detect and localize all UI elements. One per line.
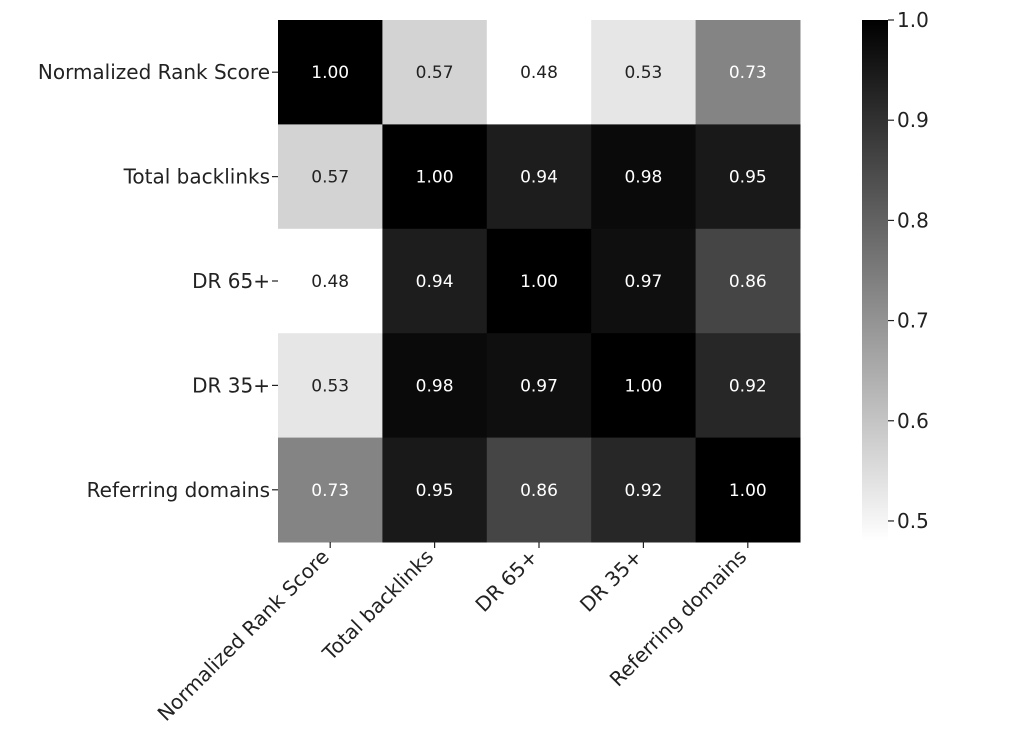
colorbar-tick-label: 0.8: [897, 208, 929, 232]
heatmap-cell-1-0: [278, 124, 383, 230]
cell-value-label: 0.95: [416, 481, 454, 501]
cell-value-label: 1.00: [311, 63, 349, 83]
colorbar-tick-label: 0.5: [897, 509, 929, 533]
heatmap-cell-0-1: [382, 20, 488, 125]
x-tick-label-dr-65: DR 65+: [470, 545, 542, 617]
heatmap-cell-4-0: [278, 437, 383, 543]
heatmap-cell-labels: 1.00 0.57 0.48 0.53 0.73 0.57 1.00 0.94 0.98 0.95…: [311, 63, 766, 501]
cell-value-label: 0.57: [311, 168, 349, 188]
y-tick-label-total-backlinks: Total backlinks: [123, 165, 270, 189]
heatmap-cell-2-0: [278, 228, 383, 334]
colorbar-tick-label: 0.7: [897, 309, 929, 333]
heatmap-cell-4-1: [382, 437, 488, 543]
heatmap-cells: [278, 20, 801, 543]
heatmap-cell-2-1: [382, 228, 488, 334]
cell-value-label: 0.86: [729, 272, 767, 292]
cell-value-label: 0.48: [520, 63, 558, 83]
heatmap-cell-3-3: [591, 333, 697, 439]
heatmap-cell-1-3: [591, 124, 697, 230]
cell-value-label: 1.00: [520, 272, 558, 292]
heatmap-cell-0-0: [278, 20, 383, 125]
heatmap-cell-3-2: [486, 333, 592, 439]
cell-value-label: 0.86: [520, 481, 558, 501]
cell-value-label: 0.97: [520, 376, 558, 396]
cell-value-label: 0.92: [729, 376, 767, 396]
colorbar-tick-label: 1.0: [897, 8, 929, 32]
cell-value-label: 0.97: [624, 272, 662, 292]
heatmap-cell-0-4: [695, 20, 801, 125]
colorbar: 0.5 0.6 0.7 0.8 0.9 1.0: [862, 8, 929, 541]
cell-value-label: 0.94: [520, 168, 558, 188]
heatmap-cell-4-3: [591, 437, 697, 543]
cell-value-label: 0.95: [729, 168, 767, 188]
heatmap-cell-0-2: [486, 20, 592, 125]
cell-value-label: 0.94: [416, 272, 454, 292]
heatmap-cell-1-4: [695, 124, 801, 230]
heatmap-cell-4-2: [486, 437, 592, 543]
x-tick-label-normalized-rank-score: Normalized Rank Score: [153, 545, 334, 726]
colorbar-gradient: [862, 20, 888, 541]
cell-value-label: 1.00: [729, 481, 767, 501]
heatmap-cell-4-4: [695, 437, 801, 543]
y-tick-label-normalized-rank-score: Normalized Rank Score: [38, 60, 270, 84]
y-tick-label-dr-35: DR 35+: [192, 373, 270, 397]
y-axis: Normalized Rank Score Total backlinks DR 6…: [38, 60, 278, 502]
cell-value-label: 0.73: [729, 63, 767, 83]
cell-value-label: 0.98: [624, 168, 662, 188]
heatmap-cell-3-4: [695, 333, 801, 439]
x-tick-label-total-backlinks: Total backlinks: [317, 545, 438, 666]
colorbar-tick-label: 0.6: [897, 409, 929, 433]
colorbar-tick-label: 0.9: [897, 108, 929, 132]
cell-value-label: 0.53: [624, 63, 662, 83]
cell-value-label: 0.98: [416, 376, 454, 396]
cell-value-label: 0.92: [624, 481, 662, 501]
heatmap-cell-2-3: [591, 228, 697, 334]
cell-value-label: 0.57: [416, 63, 454, 83]
y-tick-label-dr-65: DR 65+: [192, 269, 270, 293]
cell-value-label: 0.73: [311, 481, 349, 501]
y-tick-label-referring-domains: Referring domains: [87, 478, 270, 502]
cell-value-label: 0.53: [311, 376, 349, 396]
heatmap-cell-2-4: [695, 228, 801, 334]
cell-value-label: 1.00: [416, 168, 454, 188]
heatmap-cell-3-0: [278, 333, 383, 439]
heatmap-cell-1-2: [486, 124, 592, 230]
cell-value-label: 1.00: [624, 376, 662, 396]
heatmap-cell-1-1: [382, 124, 488, 230]
cell-value-label: 0.48: [311, 272, 349, 292]
heatmap-cell-3-1: [382, 333, 488, 439]
heatmap-cell-2-2: [486, 228, 592, 334]
heatmap-cell-0-3: [591, 20, 697, 125]
x-tick-label-dr-35: DR 35+: [575, 545, 647, 617]
